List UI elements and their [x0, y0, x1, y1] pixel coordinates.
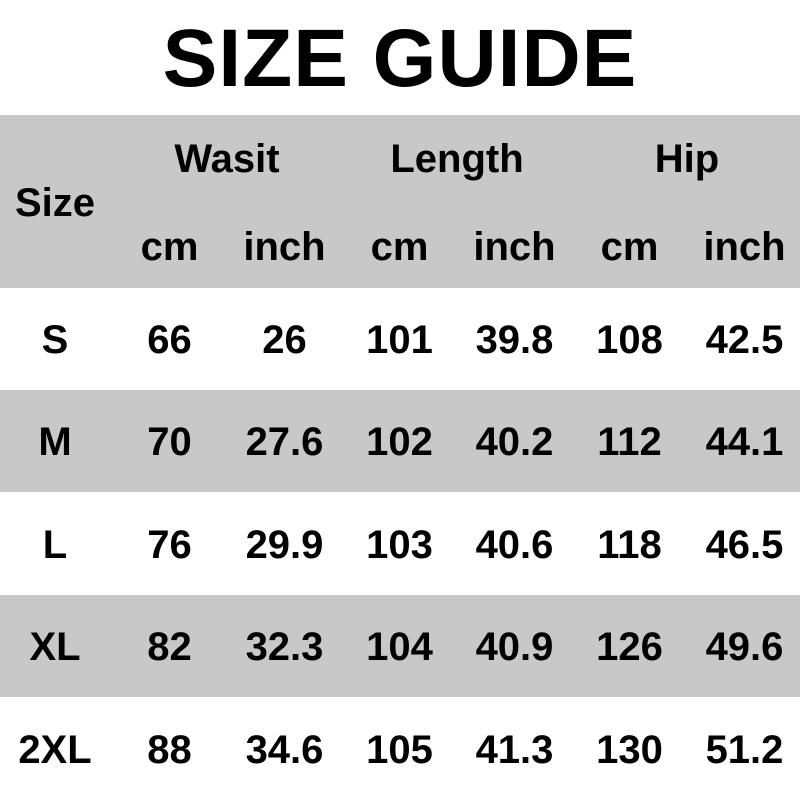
- value-cell: 40.9: [475, 625, 554, 670]
- value-cell: 88: [147, 727, 192, 772]
- size-cell: 2XL: [18, 727, 92, 772]
- value-cell: 42.5: [705, 318, 784, 362]
- value-cell: 76: [147, 522, 192, 567]
- size-column-header: Size: [14, 181, 96, 225]
- unit-header: inch: [473, 225, 556, 269]
- value-cell: 46.5: [705, 522, 784, 567]
- unit-header: inch: [243, 225, 326, 269]
- table-row: 2XL 88 34.6 105 41.3 130 51.2: [0, 698, 800, 800]
- value-cell: 39.8: [475, 318, 554, 362]
- length-group-header: Length: [390, 137, 524, 181]
- value-cell: 118: [597, 522, 662, 567]
- table-row: M 70 27.6 102 40.2 112 44.1: [0, 390, 800, 493]
- unit-header: inch: [703, 225, 786, 269]
- size-cell: L: [42, 522, 68, 567]
- value-cell: 104: [366, 625, 433, 670]
- value-cell: 105: [366, 727, 433, 772]
- table-header: Size Wasit Length Hip cm inch cm inch cm…: [0, 115, 800, 288]
- hip-group-header: Hip: [654, 137, 720, 181]
- value-cell: 34.6: [245, 727, 324, 772]
- value-cell: 49.6: [705, 625, 784, 670]
- value-cell: 112: [597, 420, 662, 465]
- value-cell: 29.9: [245, 522, 324, 567]
- value-cell: 40.6: [475, 522, 554, 567]
- unit-header: cm: [140, 225, 199, 269]
- value-cell: 32.3: [245, 625, 324, 670]
- value-cell: 66: [147, 318, 192, 362]
- value-cell: 27.6: [245, 420, 324, 465]
- page-title: SIZE GUIDE: [162, 13, 638, 104]
- value-cell: 70: [147, 420, 192, 465]
- size-cell: S: [41, 318, 69, 362]
- table-row: S 66 26 101 39.8 108 42.5: [0, 288, 800, 390]
- unit-header: cm: [600, 225, 659, 269]
- value-cell: 130: [596, 727, 663, 772]
- value-cell: 101: [366, 318, 433, 362]
- waist-group-header: Wasit: [174, 137, 280, 181]
- table-row: XL 82 32.3 104 40.9 126 49.6: [0, 595, 800, 698]
- value-cell: 44.1: [705, 420, 784, 465]
- unit-header: cm: [370, 225, 429, 269]
- size-cell: XL: [29, 625, 81, 670]
- value-cell: 108: [596, 318, 663, 362]
- value-cell: 102: [366, 420, 433, 465]
- value-cell: 103: [366, 522, 433, 567]
- table-row: L 76 29.9 103 40.6 118 46.5: [0, 493, 800, 595]
- value-cell: 41.3: [475, 727, 554, 772]
- size-cell: M: [38, 420, 72, 465]
- value-cell: 40.2: [475, 420, 554, 465]
- value-cell: 82: [147, 625, 192, 670]
- value-cell: 126: [596, 625, 663, 670]
- value-cell: 51.2: [705, 727, 784, 772]
- value-cell: 26: [262, 318, 307, 362]
